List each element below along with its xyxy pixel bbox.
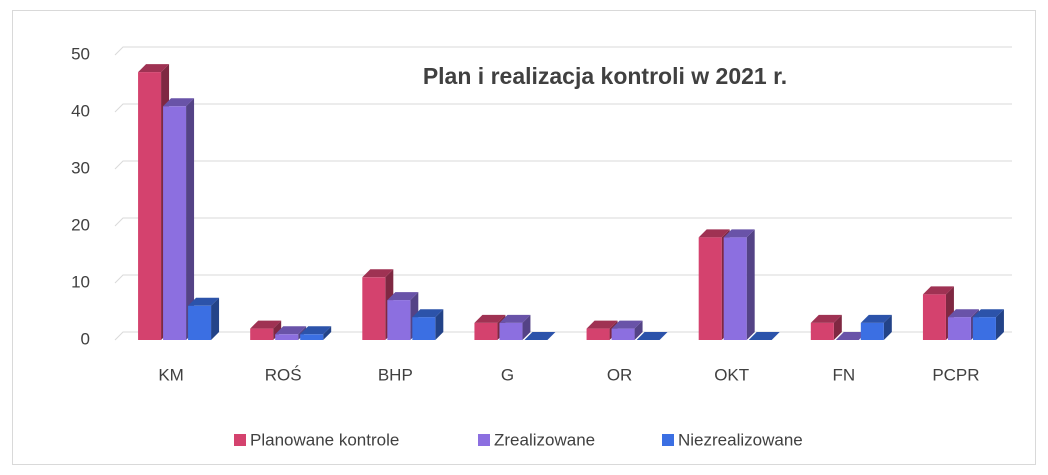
bar-face bbox=[323, 326, 332, 340]
bar-face bbox=[275, 326, 307, 335]
bar-face bbox=[586, 328, 610, 340]
bar-face bbox=[922, 286, 954, 295]
bar-face bbox=[186, 98, 195, 340]
x-tick-label: FN bbox=[832, 365, 855, 384]
y-tick-label: 0 bbox=[81, 329, 90, 348]
y-tick-label: 20 bbox=[71, 215, 90, 234]
y-tick-label: 30 bbox=[71, 158, 90, 177]
bar-face bbox=[636, 332, 668, 340]
bar-face bbox=[586, 320, 618, 329]
bar-face bbox=[138, 72, 162, 340]
bar-face bbox=[634, 320, 643, 340]
bar bbox=[524, 332, 556, 340]
bar-face bbox=[300, 326, 332, 335]
bar-face bbox=[995, 309, 1004, 340]
bar-face bbox=[972, 317, 996, 340]
bar bbox=[972, 309, 1004, 340]
grid-line bbox=[114, 160, 1012, 170]
bar-face bbox=[835, 332, 867, 340]
bar-face bbox=[188, 297, 220, 306]
bar bbox=[611, 320, 643, 340]
legend-swatch bbox=[478, 434, 490, 446]
bar-face bbox=[723, 237, 747, 340]
bar-face bbox=[611, 320, 643, 329]
bar-face bbox=[723, 229, 755, 238]
bar bbox=[636, 332, 668, 340]
grid-line bbox=[114, 217, 1012, 227]
bar-face bbox=[698, 237, 722, 340]
bar-face bbox=[947, 309, 979, 318]
bar bbox=[499, 314, 531, 340]
bar-face bbox=[412, 317, 436, 340]
bar bbox=[412, 309, 444, 340]
bar-face bbox=[250, 328, 274, 340]
bar-face bbox=[435, 309, 444, 340]
bar-face bbox=[387, 292, 419, 301]
bar bbox=[860, 314, 892, 340]
bar-face bbox=[833, 314, 842, 340]
bar-face bbox=[499, 314, 531, 323]
grid-line bbox=[114, 103, 1012, 113]
legend-label: Zrealizowane bbox=[494, 430, 595, 449]
x-tick-label: PCPR bbox=[932, 365, 979, 384]
bar-face bbox=[698, 229, 730, 238]
bar bbox=[723, 229, 755, 340]
y-tick-label: 50 bbox=[71, 44, 90, 63]
bar bbox=[748, 332, 780, 340]
bar-face bbox=[499, 322, 523, 340]
x-tick-label: KM bbox=[158, 365, 184, 384]
bar-face bbox=[860, 314, 892, 323]
y-tick-label: 40 bbox=[71, 101, 90, 120]
chart-title: Plan i realizacja kontroli w 2021 r. bbox=[423, 63, 787, 89]
bar bbox=[835, 332, 867, 340]
x-tick-label: OKT bbox=[714, 365, 749, 384]
bar-face bbox=[138, 64, 170, 73]
bar-face bbox=[163, 106, 187, 340]
bar-face bbox=[474, 322, 498, 340]
legend-label: Planowane kontrole bbox=[250, 430, 399, 449]
bar-face bbox=[250, 320, 282, 329]
legend-swatch bbox=[662, 434, 674, 446]
bar-face bbox=[412, 309, 444, 318]
bar-face bbox=[300, 334, 324, 340]
legend-swatch bbox=[234, 434, 246, 446]
bar-face bbox=[947, 317, 971, 340]
bar-face bbox=[746, 229, 755, 340]
bar-face bbox=[972, 309, 1004, 318]
x-tick-label: G bbox=[501, 365, 514, 384]
bar bbox=[163, 98, 195, 340]
x-tick-label: OR bbox=[607, 365, 633, 384]
bar-face bbox=[810, 322, 834, 340]
bar-face bbox=[810, 314, 842, 323]
x-tick-label: ROŚ bbox=[265, 365, 302, 384]
x-tick-label: BHP bbox=[378, 365, 413, 384]
bar-face bbox=[611, 328, 635, 340]
bar-face bbox=[387, 300, 411, 340]
bar bbox=[810, 314, 842, 340]
bar-face bbox=[188, 305, 212, 340]
bar-face bbox=[922, 294, 946, 340]
bar-face bbox=[748, 332, 780, 340]
bar-face bbox=[211, 297, 220, 340]
bar-face bbox=[474, 314, 506, 323]
bar-face bbox=[362, 277, 386, 340]
legend-label: Niezrealizowane bbox=[678, 430, 803, 449]
bar-face bbox=[883, 314, 892, 340]
bar bbox=[300, 326, 332, 340]
bar-face bbox=[524, 332, 556, 340]
bar bbox=[188, 297, 220, 340]
bar-face bbox=[522, 314, 531, 340]
bar-face bbox=[362, 269, 394, 278]
grid-line bbox=[114, 46, 1012, 56]
bar-face bbox=[860, 322, 884, 340]
bar-face bbox=[275, 334, 299, 340]
bar-face bbox=[163, 98, 195, 107]
y-tick-label: 10 bbox=[71, 272, 90, 291]
